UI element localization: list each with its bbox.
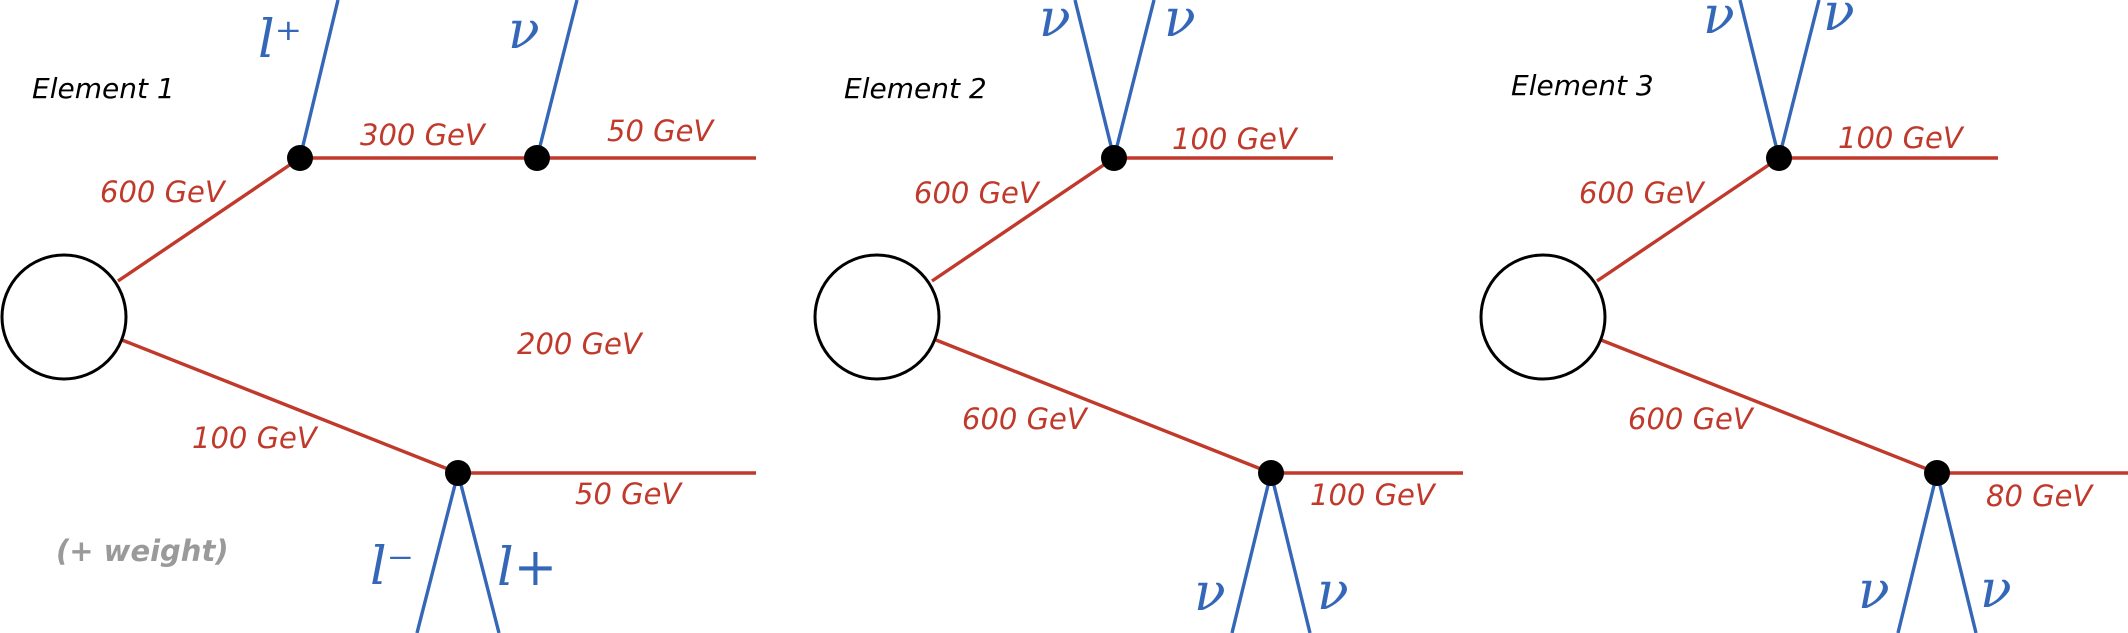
lepton-minus-line <box>415 472 460 633</box>
neutrino-line <box>1230 472 1273 633</box>
lepton-label: l⁺ <box>258 10 302 70</box>
neutrino-line <box>1738 0 1781 159</box>
decay-vertex <box>1924 460 1950 486</box>
mass-label: 100 GeV <box>1838 121 1965 155</box>
decay-vertex <box>445 460 471 486</box>
mass-label: 50 GeV <box>575 477 683 511</box>
lepton-label: l⁻ <box>370 537 414 597</box>
mass-label: 100 GeV <box>192 421 319 455</box>
decay-vertex <box>1101 145 1127 171</box>
bottom-mother-line <box>1600 338 1938 475</box>
production-blob <box>0 253 128 381</box>
neutrino-label: ν <box>1703 0 1735 46</box>
neutrino-label: ν <box>1164 0 1196 49</box>
mass-label: 600 GeV <box>914 176 1041 210</box>
element-title: Element 1 <box>32 72 175 105</box>
production-blob <box>1479 253 1607 381</box>
lepton-plus-line <box>456 472 501 633</box>
decay-vertex <box>524 145 550 171</box>
lepton-line <box>298 0 340 159</box>
mass-label: 600 GeV <box>1579 176 1706 210</box>
mass-label: 200 GeV <box>517 327 644 361</box>
decay-vertex <box>287 145 313 171</box>
neutrino-label: ν <box>1823 0 1855 43</box>
neutrino-line <box>1896 472 1939 633</box>
element-title: Element 2 <box>844 72 987 105</box>
bottom-mother-line <box>935 338 1272 475</box>
element-2: Element 2 600 GeV 100 GeV 600 GeV 100 Ge… <box>813 0 1463 633</box>
mass-label: 600 GeV <box>962 402 1089 436</box>
mass-label: 300 GeV <box>360 118 487 152</box>
neutrino-label: ν <box>1317 562 1349 622</box>
neutrino-line <box>535 0 579 159</box>
element-title: Element 3 <box>1511 69 1654 102</box>
neutrino-line <box>1777 0 1821 159</box>
neutrino-label: ν <box>1194 563 1226 623</box>
weight-note: (+ weight) <box>56 534 229 568</box>
bottom-mother-line <box>121 338 459 475</box>
decay-vertex <box>1766 145 1792 171</box>
production-blob <box>813 253 941 381</box>
neutrino-line <box>1269 472 1312 633</box>
neutrino-line <box>1935 472 1978 633</box>
element-3: Element 3 600 GeV 100 GeV 600 GeV 80 GeV… <box>1479 0 2128 633</box>
mass-label: 600 GeV <box>1628 402 1755 436</box>
top-mother-line <box>117 156 301 283</box>
neutrino-label: ν <box>1039 0 1071 49</box>
neutrino-line <box>1112 0 1156 159</box>
top-mother-line <box>1596 156 1780 283</box>
mass-label: 600 GeV <box>100 175 227 209</box>
mass-label: 100 GeV <box>1172 122 1299 156</box>
neutrino-label: ν <box>1858 561 1890 621</box>
neutrino-label: ν <box>508 1 540 61</box>
element-1: Element 1 600 GeV 300 GeV 50 GeV 200 GeV… <box>0 0 756 633</box>
lepton-label: l+ <box>497 538 557 598</box>
mass-label: 80 GeV <box>1986 479 2094 513</box>
decay-vertex <box>1258 460 1284 486</box>
mass-label: 50 GeV <box>607 114 715 148</box>
neutrino-line <box>1073 0 1116 159</box>
mass-label: 100 GeV <box>1310 478 1437 512</box>
neutrino-label: ν <box>1980 560 2012 620</box>
top-mother-line <box>931 156 1115 283</box>
